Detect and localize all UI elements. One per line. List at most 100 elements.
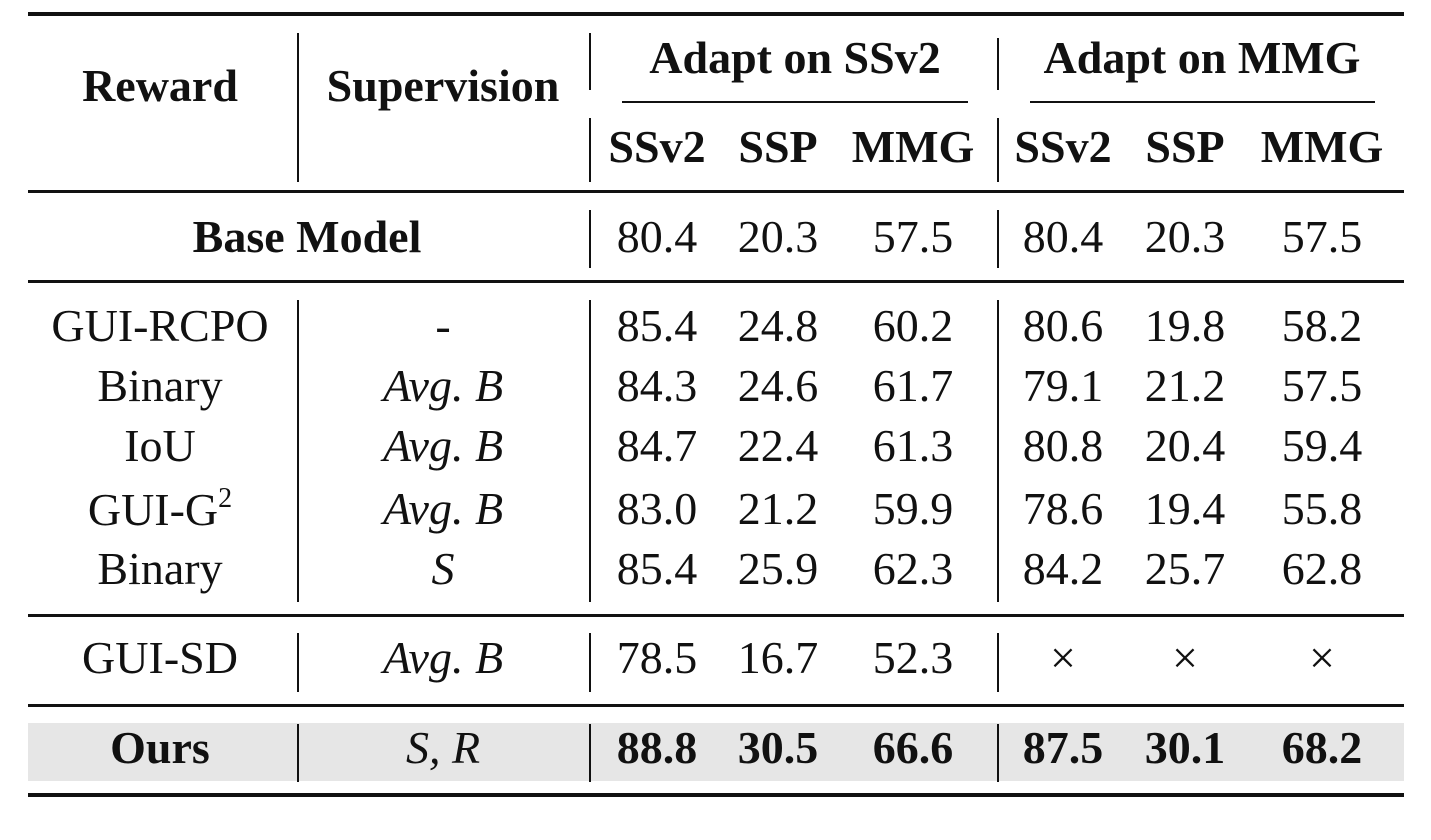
supervision-cell: Avg. B	[382, 632, 504, 683]
reward-cell: Binary	[97, 360, 223, 411]
column-rule	[589, 300, 591, 602]
value-cell: 78.6	[1022, 483, 1104, 534]
value-cell: 20.3	[737, 211, 819, 262]
subcol-header: SSP	[738, 121, 818, 172]
value-cell: 57.5	[1281, 360, 1363, 411]
value-cell: ×	[1050, 632, 1076, 683]
value-cell: 80.8	[1022, 420, 1104, 471]
reward-cell: Ours	[110, 722, 210, 773]
value-cell: 84.7	[616, 420, 698, 471]
value-cell: 21.2	[737, 483, 819, 534]
value-cell: 79.1	[1022, 360, 1104, 411]
group-header: Adapt on SSv2	[649, 32, 941, 83]
value-cell: 83.0	[616, 483, 698, 534]
column-rule	[589, 633, 591, 692]
highlight-row	[28, 723, 1404, 781]
supervision-cell: Avg. B	[382, 483, 504, 534]
superscript: 2	[218, 483, 233, 514]
value-cell: 30.1	[1144, 722, 1226, 773]
value-cell: 55.8	[1281, 483, 1363, 534]
rule	[28, 704, 1404, 707]
value-cell: 59.9	[872, 483, 954, 534]
value-cell: ×	[1172, 632, 1198, 683]
value-cell: 20.4	[1144, 420, 1226, 471]
value-cell: 85.4	[616, 543, 698, 594]
subcol-header: SSv2	[1014, 121, 1112, 172]
value-cell: 52.3	[872, 632, 954, 683]
column-rule	[297, 300, 299, 602]
column-rule	[997, 724, 999, 782]
subcol-header: SSP	[1145, 121, 1225, 172]
rule	[28, 793, 1404, 797]
rule	[28, 614, 1404, 617]
subcol-header: MMG	[851, 121, 975, 172]
value-cell: 80.6	[1022, 300, 1104, 351]
value-cell: 80.4	[1022, 211, 1104, 262]
rule	[28, 280, 1404, 283]
subcol-header: SSv2	[608, 121, 706, 172]
column-rule	[589, 210, 591, 268]
column-rule	[997, 210, 999, 268]
value-cell: 80.4	[616, 211, 698, 262]
value-cell: 30.5	[737, 722, 819, 773]
subcol-header: MMG	[1260, 121, 1384, 172]
value-cell: 22.4	[737, 420, 819, 471]
supervision-cell: S, R	[405, 722, 481, 773]
group-underline	[1030, 101, 1375, 103]
value-cell: 24.6	[737, 360, 819, 411]
column-rule	[997, 633, 999, 692]
value-cell: 24.8	[737, 300, 819, 351]
value-cell: 25.7	[1144, 543, 1226, 594]
value-cell: 62.3	[872, 543, 954, 594]
supervision-cell: S	[431, 543, 455, 594]
column-rule	[997, 300, 999, 602]
supervision-cell: Avg. B	[382, 420, 504, 471]
reward-text: GUI-G	[87, 484, 219, 535]
value-cell: 84.2	[1022, 543, 1104, 594]
column-rule	[997, 38, 999, 90]
value-cell: 19.4	[1144, 483, 1226, 534]
column-rule	[297, 633, 299, 692]
value-cell: 61.7	[872, 360, 954, 411]
value-cell: 58.2	[1281, 300, 1363, 351]
rule	[28, 12, 1404, 16]
value-cell: 16.7	[737, 632, 819, 683]
value-cell: 59.4	[1281, 420, 1363, 471]
value-cell: 60.2	[872, 300, 954, 351]
value-cell: 88.8	[616, 722, 698, 773]
column-rule	[297, 33, 299, 182]
reward-cell: GUI-SD	[82, 632, 238, 683]
header-cell: Reward	[82, 60, 238, 111]
value-cell: 78.5	[616, 632, 698, 683]
reward-cell: GUI-RCPO	[51, 300, 269, 351]
row-label: Base Model	[192, 211, 422, 262]
value-cell: 68.2	[1281, 722, 1363, 773]
rule	[28, 190, 1404, 193]
reward-cell: GUI-G2	[88, 485, 232, 533]
column-rule	[997, 118, 999, 182]
value-cell: 62.8	[1281, 543, 1363, 594]
value-cell: ×	[1309, 632, 1335, 683]
value-cell: 66.6	[872, 722, 954, 773]
column-rule	[589, 724, 591, 782]
value-cell: 87.5	[1022, 722, 1104, 773]
group-underline	[622, 101, 968, 103]
column-rule	[589, 118, 591, 182]
reward-cell: IoU	[124, 420, 196, 471]
column-rule	[589, 33, 591, 90]
header-cell: Supervision	[326, 60, 560, 111]
supervision-cell: Avg. B	[382, 360, 504, 411]
value-cell: 57.5	[872, 211, 954, 262]
value-cell: 85.4	[616, 300, 698, 351]
reward-cell: Binary	[97, 543, 223, 594]
group-header: Adapt on MMG	[1043, 32, 1361, 83]
value-cell: 84.3	[616, 360, 698, 411]
column-rule	[297, 724, 299, 782]
value-cell: 21.2	[1144, 360, 1226, 411]
value-cell: 20.3	[1144, 211, 1226, 262]
supervision-cell: -	[435, 300, 451, 351]
value-cell: 61.3	[872, 420, 954, 471]
value-cell: 57.5	[1281, 211, 1363, 262]
value-cell: 25.9	[737, 543, 819, 594]
